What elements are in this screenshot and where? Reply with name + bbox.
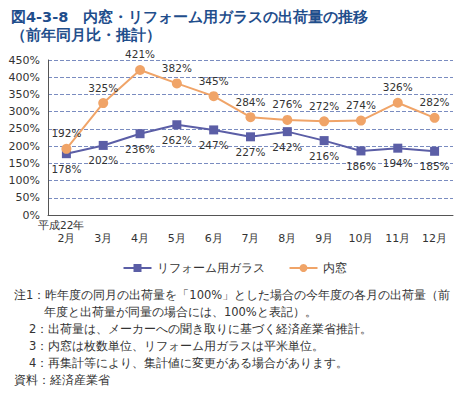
svg-text:421%: 421% bbox=[125, 48, 155, 60]
svg-text:325%: 325% bbox=[88, 82, 118, 94]
svg-text:200%: 200% bbox=[9, 140, 40, 153]
svg-text:400%: 400% bbox=[9, 71, 40, 84]
svg-text:192%: 192% bbox=[51, 127, 81, 139]
svg-text:274%: 274% bbox=[346, 99, 376, 111]
html-text:2：出荷量は、メーカーへの聞き取りに基づく経済産業省推計。: 2：出荷量は、メーカーへの聞き取りに基づく経済産業省推計。 bbox=[29, 322, 373, 336]
svg-text:2月: 2月 bbox=[57, 232, 75, 245]
svg-text:11月: 11月 bbox=[385, 232, 410, 245]
svg-text:300%: 300% bbox=[9, 105, 40, 118]
svg-text:250%: 250% bbox=[9, 122, 40, 135]
svg-text:236%: 236% bbox=[125, 143, 155, 155]
svg-text:9月: 9月 bbox=[315, 232, 333, 245]
svg-text:3月: 3月 bbox=[94, 232, 112, 245]
svg-text:7月: 7月 bbox=[242, 232, 260, 245]
svg-text:242%: 242% bbox=[272, 141, 302, 153]
svg-text:350%: 350% bbox=[9, 88, 40, 101]
svg-text:4月: 4月 bbox=[131, 232, 149, 245]
svg-text:図4-3-8 内窓・リフォーム用ガラスの出荷量の推移: 図4-3-8 内窓・リフォーム用ガラスの出荷量の推移 bbox=[11, 8, 368, 25]
svg-text:178%: 178% bbox=[51, 163, 81, 175]
svg-text:186%: 186% bbox=[346, 160, 376, 172]
svg-text:平成22年: 平成22年 bbox=[38, 219, 84, 231]
svg-text:345%: 345% bbox=[199, 75, 229, 87]
svg-text:450%: 450% bbox=[9, 54, 40, 67]
html-text:資料：経済産業省: 資料：経済産業省 bbox=[14, 373, 110, 387]
svg-text:382%: 382% bbox=[162, 62, 192, 74]
svg-text:282%: 282% bbox=[420, 96, 450, 108]
svg-text:262%: 262% bbox=[162, 134, 192, 146]
svg-text:150%: 150% bbox=[9, 157, 40, 170]
svg-text:326%: 326% bbox=[383, 81, 413, 93]
html-text:注1：昨年度の同月の出荷量を「100%」とした場合の今年度の: 注1：昨年度の同月の出荷量を「100%」とした場合の今年度の各月の出荷量（前年度… bbox=[14, 288, 451, 319]
svg-text:12月: 12月 bbox=[422, 232, 447, 245]
svg-text:227%: 227% bbox=[235, 146, 265, 158]
svg-text:0%: 0% bbox=[23, 209, 40, 222]
svg-text:216%: 216% bbox=[309, 150, 339, 162]
svg-text:内窓: 内窓 bbox=[323, 261, 347, 275]
svg-text:194%: 194% bbox=[383, 157, 413, 169]
svg-text:50%: 50% bbox=[16, 191, 40, 204]
svg-text:284%: 284% bbox=[235, 96, 265, 108]
svg-text:6月: 6月 bbox=[205, 232, 223, 245]
svg-text:272%: 272% bbox=[309, 100, 339, 112]
svg-text:5月: 5月 bbox=[168, 232, 186, 245]
svg-text:247%: 247% bbox=[199, 139, 229, 151]
svg-text:185%: 185% bbox=[420, 160, 450, 172]
svg-text:276%: 276% bbox=[272, 98, 302, 110]
html-text:3：内窓は枚数単位、リフォーム用ガラスは平米単位。: 3：内窓は枚数単位、リフォーム用ガラスは平米単位。 bbox=[29, 339, 325, 353]
svg-text:（前年同月比・推計）: （前年同月比・推計） bbox=[11, 27, 161, 43]
svg-text:8月: 8月 bbox=[278, 232, 296, 245]
html-text:4：再集計等により、集計値に変更がある場合があります。: 4：再集計等により、集計値に変更がある場合があります。 bbox=[29, 356, 349, 370]
svg-text:10月: 10月 bbox=[348, 232, 373, 245]
svg-text:100%: 100% bbox=[9, 174, 40, 187]
svg-text:リフォーム用ガラス: リフォーム用ガラス bbox=[157, 261, 265, 275]
svg-text:202%: 202% bbox=[88, 154, 118, 166]
